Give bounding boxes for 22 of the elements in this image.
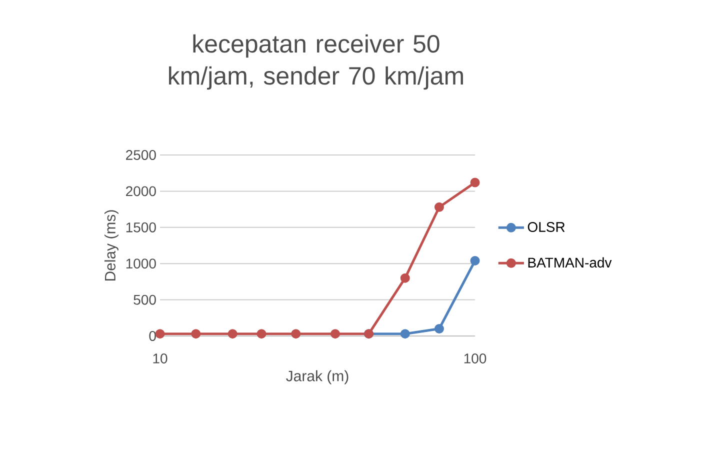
chart-title: kecepatan receiver 50 km/jam, sender 70 km/jam <box>169 34 463 90</box>
y-tick-label: 0 <box>149 331 156 341</box>
y-axis-title: Delay (ms) <box>104 210 118 281</box>
point <box>191 329 201 339</box>
point <box>330 329 340 339</box>
point <box>470 178 480 188</box>
point <box>155 329 165 339</box>
y-tick-label: 500 <box>134 294 156 305</box>
point <box>400 329 410 339</box>
y-tick-label: 1500 <box>126 222 156 232</box>
legend-label: BATMAN-adv <box>528 257 612 268</box>
x-tick-label: 100 <box>464 354 486 364</box>
point <box>434 202 444 212</box>
y-tick-label: 1000 <box>126 258 156 269</box>
legend-label: OLSR <box>528 222 565 232</box>
x-tick-label: 10 <box>153 354 168 364</box>
point <box>400 273 410 283</box>
point <box>434 324 444 334</box>
point <box>470 256 480 266</box>
y-tick-label: 2500 <box>126 150 156 160</box>
x-axis-title: Jarak (m) <box>286 370 348 384</box>
y-tick-label: 2000 <box>126 186 156 196</box>
